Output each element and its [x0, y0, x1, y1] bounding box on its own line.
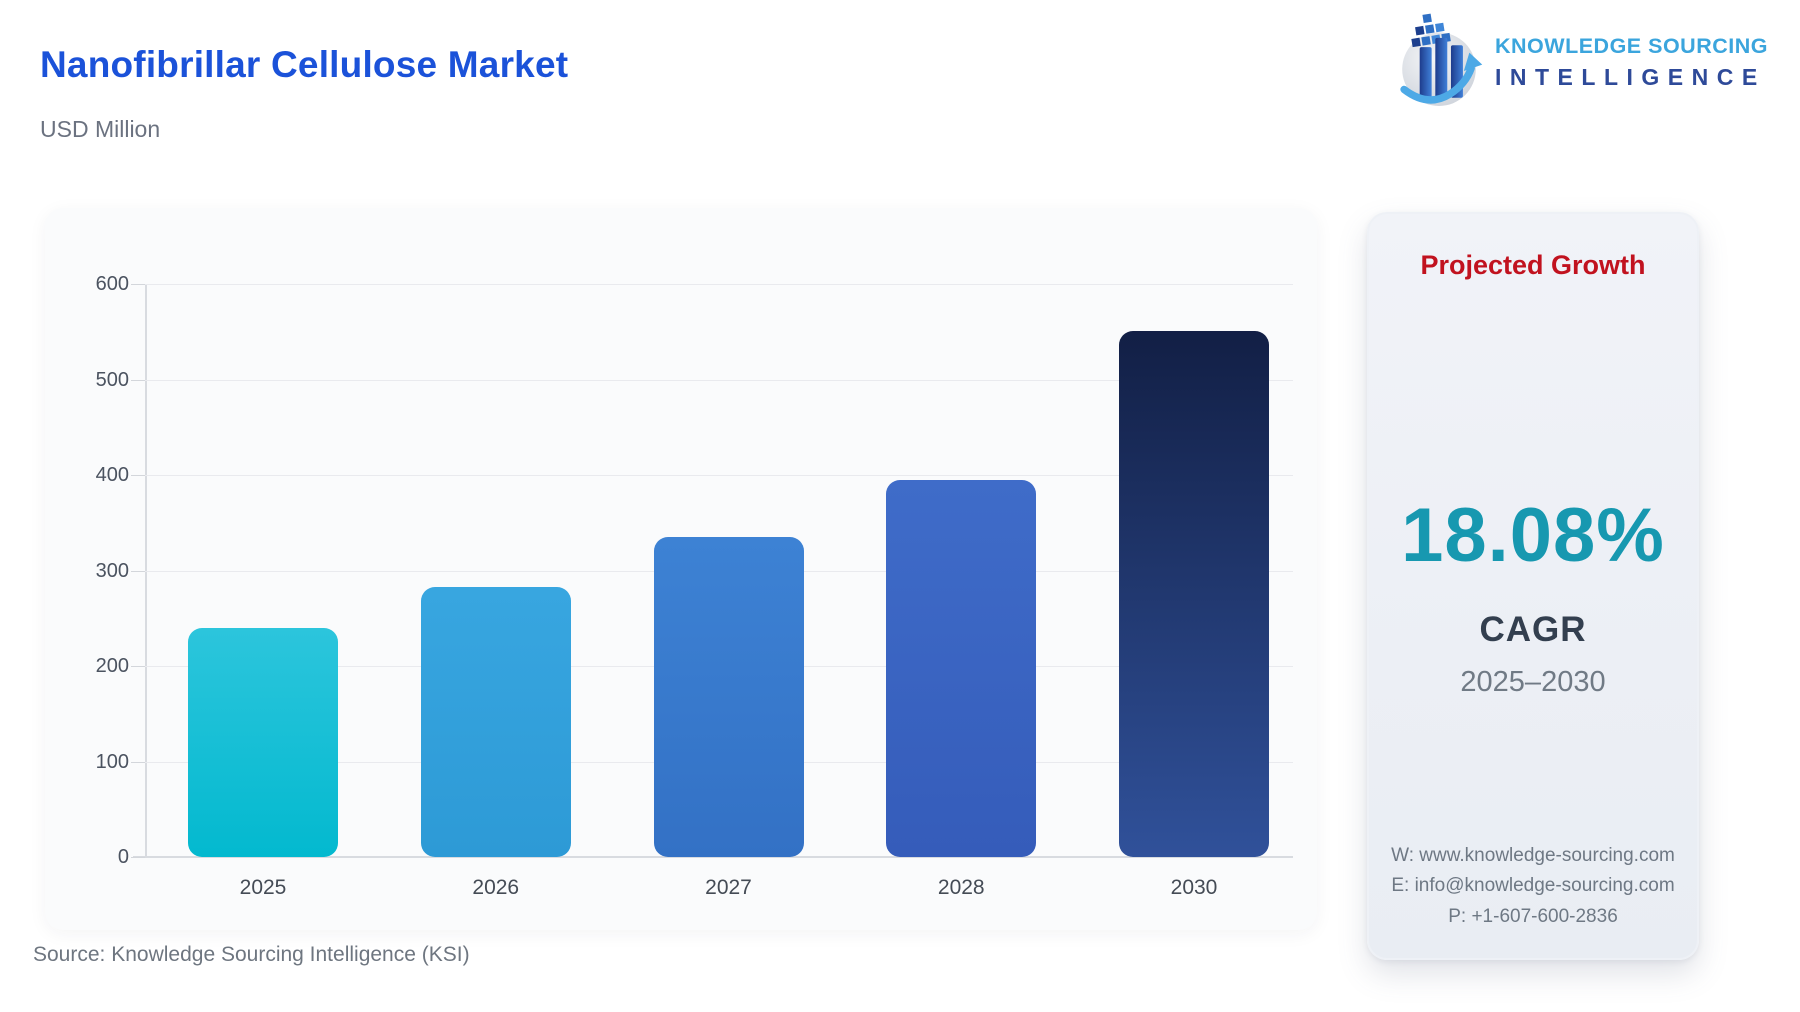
- y-tick-label-200: 200: [95, 655, 129, 677]
- x-tick-label-2027: 2027: [705, 876, 752, 899]
- ksi-logo-text: KNOWLEDGE SOURCING INTELLIGENCE: [1495, 34, 1768, 91]
- y-tick-label-600: 600: [95, 273, 129, 295]
- y-tick-0: [131, 857, 145, 858]
- y-tick-label-300: 300: [95, 559, 129, 582]
- contact-phone: P: +1-607-600-2836: [1448, 905, 1618, 927]
- y-tick-400: [131, 475, 145, 476]
- page-title: Nanofibrillar Cellulose Market: [40, 44, 569, 85]
- y-tick-100: [131, 761, 145, 763]
- x-tick-label-2026: 2026: [472, 876, 520, 899]
- cagr-value: 18.08%: [1401, 493, 1665, 578]
- logo-line1: KNOWLEDGE SOURCING: [1495, 33, 1768, 58]
- growth-heading: Projected Growth: [1420, 250, 1646, 280]
- x-tick-label-2025: 2025: [239, 876, 287, 899]
- cagr-period: 2025–2030: [1460, 666, 1606, 698]
- bar-2027: [653, 537, 804, 857]
- contact-email: E: info@knowledge-sourcing.com: [1391, 875, 1675, 897]
- y-tick-600: [131, 284, 145, 285]
- x-axis-line: [133, 856, 1293, 858]
- y-tick-500: [131, 379, 145, 381]
- projected-growth-panel: Projected Growth 18.08% CAGR 2025–2030 W…: [1367, 212, 1699, 960]
- y-tick-300: [131, 570, 145, 572]
- x-tick-label-2030: 2030: [1170, 876, 1218, 899]
- source-note: Source: Knowledge Sourcing Intelligence …: [33, 943, 470, 966]
- contact-block: W: www.knowledge-sourcing.com E: info@kn…: [1369, 841, 1697, 932]
- contact-website: W: www.knowledge-sourcing.com: [1391, 844, 1675, 866]
- y-tick-label-500: 500: [95, 368, 129, 391]
- bar-2026: [420, 586, 571, 857]
- bar-2030: [1119, 330, 1269, 857]
- units-label: USD Million: [40, 116, 161, 142]
- ksi-logo: KNOWLEDGE SOURCING INTELLIGENCE: [1393, 10, 1767, 115]
- y-tick-label-0: 0: [117, 846, 129, 868]
- bar-2028: [886, 479, 1037, 857]
- y-tick-200: [131, 666, 145, 667]
- bar-2025: [188, 627, 338, 857]
- gridline-600: [145, 284, 1293, 285]
- gridline-500: [145, 379, 1293, 381]
- y-tick-label-100: 100: [95, 750, 129, 773]
- x-tick-label-2028: 2028: [937, 876, 985, 899]
- logo-line2: INTELLIGENCE: [1495, 63, 1766, 90]
- y-tick-label-400: 400: [95, 464, 129, 486]
- bar-chart: 0 100 200 300 400 500 600 2025 2026 2027 2028 2030: [45, 208, 1317, 930]
- cagr-label: CAGR: [1479, 610, 1587, 649]
- ksi-logo-icon: [1393, 10, 1485, 115]
- gridline-400: [145, 475, 1293, 476]
